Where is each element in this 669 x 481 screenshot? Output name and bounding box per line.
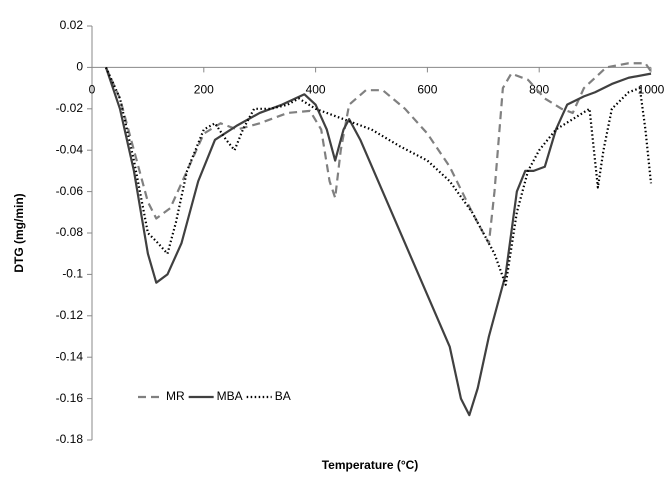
legend-label: BA bbox=[275, 389, 291, 403]
x-tick-label: 1000 bbox=[638, 83, 665, 97]
y-tick-label: -0.02 bbox=[56, 101, 84, 115]
y-tick-label: 0.02 bbox=[60, 18, 84, 32]
x-tick-label: 0 bbox=[89, 83, 96, 97]
y-tick-label: -0.08 bbox=[56, 225, 84, 239]
x-tick-label: 600 bbox=[417, 83, 437, 97]
y-axis-title: DTG (mg/min) bbox=[12, 193, 26, 272]
y-tick-label: -0.18 bbox=[56, 432, 84, 446]
legend-label: MBA bbox=[217, 389, 243, 403]
data-line bbox=[104, 67, 652, 417]
y-tick-label: -0.16 bbox=[56, 391, 84, 405]
x-axis-title: Temperature (°C) bbox=[322, 458, 419, 472]
y-tick-label: -0.04 bbox=[56, 142, 84, 156]
data-line bbox=[104, 62, 652, 245]
legend-label: MR bbox=[166, 389, 185, 403]
y-tick-label: -0.14 bbox=[56, 349, 84, 363]
y-tick-label: 0 bbox=[76, 60, 83, 74]
x-tick-label: 200 bbox=[194, 83, 214, 97]
data-line bbox=[104, 66, 653, 286]
y-tick-label: -0.06 bbox=[56, 184, 84, 198]
y-tick-label: -0.1 bbox=[62, 267, 83, 281]
x-tick-label: 400 bbox=[306, 83, 326, 97]
x-tick-label: 800 bbox=[529, 83, 549, 97]
y-tick-label: -0.12 bbox=[56, 308, 84, 322]
